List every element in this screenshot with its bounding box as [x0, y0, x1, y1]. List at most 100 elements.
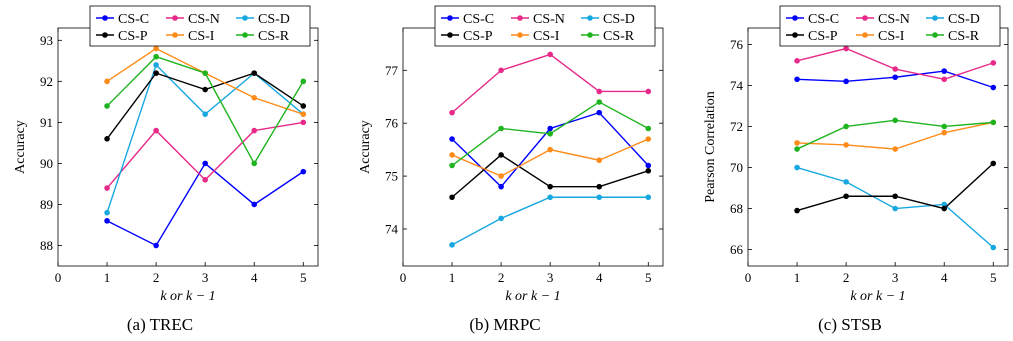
- data-point-cs-c: [449, 136, 455, 142]
- data-point-cs-d: [645, 194, 652, 201]
- series-line-cs-c: [106, 162, 304, 247]
- chart-caption: (b) MRPC: [469, 315, 540, 334]
- data-point-cs-i: [941, 129, 948, 136]
- y-tick-label: 92: [40, 74, 53, 89]
- legend-box: [434, 5, 656, 47]
- data-point-cs-n: [251, 127, 258, 134]
- x-tick-label: 0: [55, 270, 62, 285]
- y-tick-label: 89: [40, 197, 53, 212]
- data-point-cs-p: [990, 160, 997, 167]
- legend-swatch-marker: [447, 32, 453, 38]
- data-point-cs-n: [990, 60, 997, 66]
- chart-mrpc: 0 1 2 3 4 5 74 75 76 77 k or k − 1 Accuracy CS-C CS-N…: [358, 5, 664, 334]
- legend-swatch-marker: [242, 15, 248, 21]
- x-tick-label: 1: [104, 270, 111, 285]
- legend-swatch-marker: [587, 32, 593, 38]
- series-line-cs-i: [106, 47, 304, 115]
- data-point-cs-c: [153, 242, 159, 249]
- legend-box: [89, 5, 311, 47]
- series-line-cs-n: [451, 53, 649, 114]
- data-point-cs-r: [547, 130, 553, 137]
- legend-label: CS-P: [808, 29, 838, 44]
- x-tick-label: 4: [941, 270, 948, 285]
- legend-label: CS-D: [258, 12, 290, 27]
- legend-label: CS-P: [463, 29, 493, 44]
- series-line-cs-p: [796, 162, 994, 212]
- data-point-cs-r: [990, 119, 997, 126]
- legend-label: CS-N: [533, 12, 565, 27]
- data-point-cs-n: [892, 66, 898, 72]
- data-point-cs-c: [498, 183, 504, 190]
- data-point-cs-d: [153, 62, 159, 68]
- data-point-cs-i: [251, 94, 258, 101]
- y-tick-label: 75: [385, 169, 398, 184]
- legend-swatch-marker: [172, 32, 178, 38]
- data-point-cs-r: [645, 125, 652, 132]
- x-tick-label: 2: [498, 270, 505, 285]
- data-point-cs-p: [300, 103, 307, 109]
- legend: CS-C CS-N CS-D CS-P CS-I CS-R: [434, 5, 656, 47]
- data-point-cs-r: [843, 123, 849, 130]
- y-tick-label: 66: [730, 242, 744, 257]
- legend-label: CS-N: [878, 12, 910, 27]
- data-point-cs-i: [449, 152, 455, 158]
- data-point-cs-d: [498, 215, 504, 222]
- data-point-cs-i: [300, 111, 307, 117]
- data-point-cs-p: [645, 168, 652, 174]
- legend-label: CS-I: [188, 29, 215, 44]
- data-point-cs-c: [104, 218, 110, 224]
- y-tick-label: 68: [730, 201, 743, 216]
- y-tick-label: 93: [40, 33, 53, 48]
- data-point-cs-p: [941, 205, 948, 212]
- data-point-cs-r: [892, 117, 898, 124]
- legend-swatch-marker: [587, 15, 593, 21]
- legend-label: CS-R: [603, 29, 635, 44]
- data-point-cs-d: [892, 205, 898, 212]
- x-tick-label: 4: [251, 270, 258, 285]
- data-point-cs-d: [941, 201, 948, 208]
- chart-trec: 0 1 2 3 4 5 88 89 90 91 92 93 k or k − 1 Accuracy CS-C…: [13, 5, 319, 334]
- data-point-cs-r: [596, 99, 603, 105]
- legend-label: CS-N: [188, 12, 220, 27]
- data-point-cs-c: [645, 162, 652, 169]
- y-tick-label: 76: [730, 37, 744, 52]
- legend-label: CS-D: [948, 12, 980, 27]
- legend-swatch-marker: [517, 15, 523, 21]
- y-tick-label: 77: [385, 63, 399, 78]
- x-tick-label: 1: [794, 270, 801, 285]
- x-tick-label: 5: [645, 270, 652, 285]
- data-point-cs-p: [202, 86, 208, 93]
- series-line-cs-p: [106, 72, 304, 140]
- legend-swatch-marker: [102, 32, 108, 38]
- data-point-cs-c: [251, 201, 258, 208]
- legend-swatch-marker: [862, 15, 868, 21]
- legend: CS-C CS-N CS-D CS-P CS-I CS-R: [89, 5, 311, 47]
- data-point-cs-i: [153, 45, 159, 52]
- data-point-cs-r: [498, 125, 504, 132]
- plot-frame: [57, 27, 319, 267]
- data-point-cs-n: [153, 127, 159, 134]
- series-line-cs-p: [451, 154, 649, 198]
- data-point-cs-d: [547, 194, 553, 201]
- legend-swatch-marker: [792, 15, 798, 21]
- x-tick-label: 0: [745, 270, 752, 285]
- data-point-cs-n: [300, 119, 307, 126]
- data-point-cs-r: [153, 53, 159, 60]
- series-line-cs-i: [451, 138, 649, 177]
- x-tick-label: 3: [892, 270, 899, 285]
- x-tick-label: 0: [400, 270, 407, 285]
- legend-label: CS-I: [533, 29, 560, 44]
- chart-caption: (c) STSB: [818, 315, 882, 334]
- legend-label: CS-C: [463, 12, 494, 27]
- y-tick-label: 72: [730, 119, 743, 134]
- data-point-cs-c: [892, 74, 898, 81]
- data-point-cs-d: [104, 209, 110, 216]
- data-point-cs-p: [596, 183, 603, 190]
- x-axis-label: k or k − 1: [850, 289, 905, 304]
- data-point-cs-c: [941, 68, 948, 74]
- legend-swatch-marker: [932, 15, 938, 21]
- data-point-cs-i: [843, 142, 849, 148]
- data-point-cs-n: [843, 45, 849, 52]
- legend-label: CS-R: [948, 29, 980, 44]
- legend-label: CS-C: [808, 12, 839, 27]
